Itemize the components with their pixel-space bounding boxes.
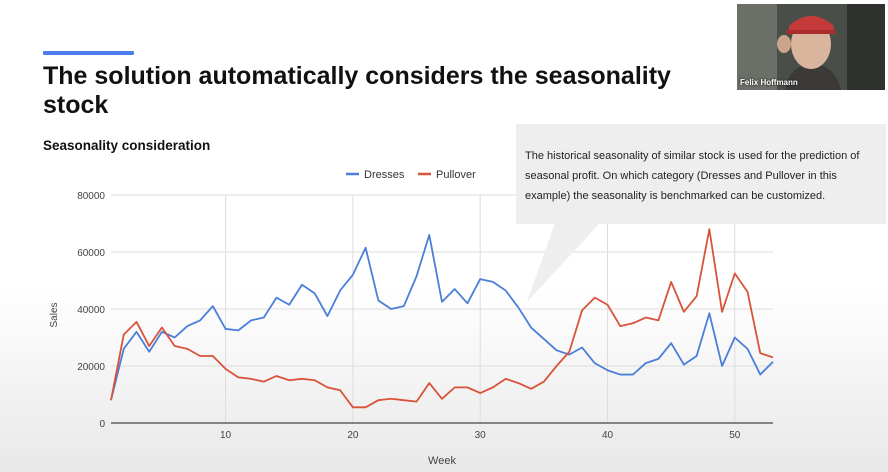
- callout-text: The historical seasonality of similar st…: [525, 150, 860, 202]
- x-tick-label: 20: [347, 430, 359, 441]
- webcam-video-tile[interactable]: Felix Hoffmann: [737, 4, 885, 90]
- series-line-pullover: [110, 228, 774, 409]
- x-tick-label: 10: [220, 430, 232, 441]
- y-tick-label: 60000: [77, 248, 105, 259]
- y-axis-label: Sales: [49, 302, 60, 327]
- y-tick-label: 20000: [77, 362, 105, 373]
- x-tick-label: 40: [602, 430, 614, 441]
- y-tick-label: 0: [99, 419, 105, 430]
- legend-label-dresses: Dresses: [364, 169, 405, 181]
- x-axis-tick-labels: 10 20 30 40 50: [220, 430, 741, 441]
- x-tick-label: 30: [475, 430, 487, 441]
- y-tick-label: 80000: [77, 191, 105, 202]
- section-heading: Seasonality consideration: [43, 138, 211, 153]
- legend-label-pullover: Pullover: [436, 169, 476, 181]
- participant-video-frame: [737, 4, 885, 90]
- data-series-lines: [110, 228, 774, 409]
- slide-title: The solution automatically considers the…: [43, 62, 671, 119]
- participant-name-label: Felix Hoffmann: [740, 78, 798, 87]
- title-accent-bar: [43, 51, 134, 55]
- x-axis-label: Week: [428, 455, 456, 467]
- x-tick-label: 50: [729, 430, 741, 441]
- y-axis-tick-labels: 0 20000 40000 60000 80000: [77, 191, 105, 430]
- y-tick-label: 40000: [77, 305, 105, 316]
- series-line-dresses: [110, 233, 774, 401]
- chart-legend: Dresses Pullover: [346, 169, 476, 181]
- info-callout: The historical seasonality of similar st…: [516, 124, 886, 224]
